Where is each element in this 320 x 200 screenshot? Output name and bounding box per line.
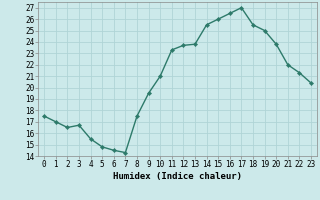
- X-axis label: Humidex (Indice chaleur): Humidex (Indice chaleur): [113, 172, 242, 181]
